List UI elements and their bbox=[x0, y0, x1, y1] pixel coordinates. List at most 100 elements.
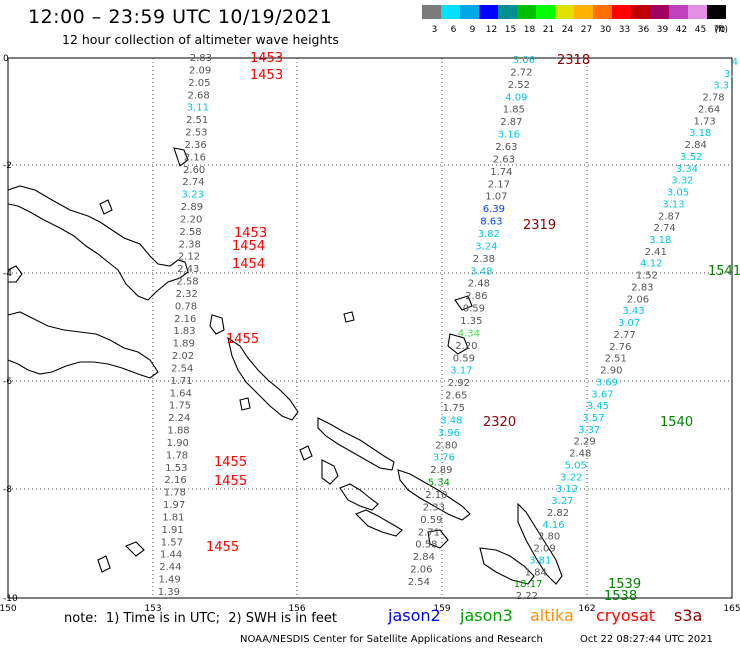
swh-value: 1.07 bbox=[485, 192, 507, 203]
swh-value: 2.48 bbox=[569, 449, 591, 460]
swh-value: 1.39 bbox=[158, 587, 180, 598]
swh-value: 1.71 bbox=[170, 376, 192, 387]
swh-value: 3.76 bbox=[433, 453, 455, 464]
swh-value: 3.27 bbox=[551, 496, 573, 507]
swh-value: 1.84 bbox=[525, 567, 547, 578]
swh-value: 1.52 bbox=[636, 271, 658, 282]
swh-value: 2.58 bbox=[176, 277, 198, 288]
swh-value: 2.83 bbox=[190, 53, 212, 64]
colorbar-swatch bbox=[631, 5, 650, 19]
swh-value: 3.17 bbox=[450, 366, 472, 377]
swh-value: 1.74 bbox=[490, 167, 512, 178]
swh-value: 2.38 bbox=[473, 254, 495, 265]
swh-value: 2.51 bbox=[605, 354, 627, 365]
swh-value: 2.32 bbox=[176, 289, 198, 300]
swh-value: 3.37 bbox=[578, 425, 600, 436]
pass-time-label: 1453 bbox=[250, 51, 283, 66]
swh-value: 3.22 bbox=[560, 472, 582, 483]
swh-value: 2.87 bbox=[500, 117, 522, 128]
pass-time-label: 1455 bbox=[206, 540, 239, 555]
swh-value: 3.45 bbox=[587, 401, 609, 412]
swh-value: 2.89 bbox=[430, 465, 452, 476]
lat-tick-label: 0 bbox=[3, 54, 9, 64]
credit-text: NOAA/NESDIS Center for Satellite Applica… bbox=[240, 634, 543, 645]
swh-value: 2.10 bbox=[425, 490, 447, 501]
colorbar-swatch bbox=[460, 5, 479, 19]
pass-time-label: 1453 bbox=[234, 226, 267, 241]
swh-value: 1.83 bbox=[173, 326, 195, 337]
colorbar-tick-label: 9 bbox=[470, 25, 476, 35]
swh-value: 3.23 bbox=[182, 190, 204, 201]
swh-value: 5.05 bbox=[565, 460, 587, 471]
swh-value: 3.69 bbox=[596, 377, 618, 388]
swh-value: 4.12 bbox=[640, 259, 662, 270]
colorbar-swatch bbox=[688, 5, 707, 19]
lon-tick-label: 162 bbox=[578, 604, 595, 614]
swh-value: 1.81 bbox=[162, 512, 184, 523]
swh-value: 2.89 bbox=[181, 202, 203, 213]
swh-value: 3.67 bbox=[591, 389, 613, 400]
colorbar-tick-label: 18 bbox=[524, 25, 536, 35]
swh-value: 3.12 bbox=[556, 484, 578, 495]
swh-value: 0.59 bbox=[420, 515, 442, 526]
pass-time-label: 1454 bbox=[232, 257, 265, 272]
colorbar-tick-label: 12 bbox=[486, 25, 497, 35]
swh-value: 2.74 bbox=[654, 223, 676, 234]
colorbar-swatch bbox=[707, 5, 726, 19]
swh-value: 1.57 bbox=[161, 537, 183, 548]
pass-time-labels: 1453145314531454145414551455145514552318… bbox=[206, 51, 740, 604]
swh-value: 2.60 bbox=[183, 165, 205, 176]
swh-value: 2.16 bbox=[164, 475, 186, 486]
pass-time-label: 2319 bbox=[523, 218, 556, 233]
swh-value: 3.43 bbox=[622, 306, 644, 317]
colorbar-swatch bbox=[441, 5, 460, 19]
pass-time-label: 1455 bbox=[214, 474, 247, 489]
swh-value: 3.16 bbox=[498, 130, 520, 141]
colorbar-swatch bbox=[669, 5, 688, 19]
legend-s3a: s3a bbox=[674, 606, 703, 625]
swh-value: 2.12 bbox=[178, 252, 200, 263]
swh-value: 1.78 bbox=[164, 488, 186, 499]
swh-value: 2.92 bbox=[448, 378, 470, 389]
swh-value: 2.17 bbox=[488, 179, 510, 190]
pass-time-label: 1455 bbox=[226, 332, 259, 347]
footer-note: note: 1) Time is in UTC; 2) SWH is in fe… bbox=[64, 611, 337, 626]
swh-value: 2.76 bbox=[609, 342, 631, 353]
swh-value: 2.16 bbox=[174, 314, 196, 325]
pass-time-label: 1455 bbox=[214, 455, 247, 470]
swh-value: 1.85 bbox=[503, 105, 525, 116]
swh-value: 3. bbox=[724, 69, 734, 80]
swh-value: 2.51 bbox=[186, 115, 208, 126]
colorbar-swatch bbox=[612, 5, 631, 19]
page-subtitle: 12 hour collection of altimeter wave hei… bbox=[62, 32, 339, 47]
swh-value: 4.09 bbox=[505, 92, 527, 103]
pass-time-label: 1538 bbox=[604, 589, 637, 604]
swh-value: 1.97 bbox=[163, 500, 185, 511]
swh-value: 3.34 bbox=[676, 164, 698, 175]
swh-value: 2.83 bbox=[631, 282, 653, 293]
colorbar-tick-label: 33 bbox=[619, 25, 630, 35]
pass-time-label: 2320 bbox=[483, 415, 516, 430]
swh-value: 0.59 bbox=[453, 353, 475, 364]
swh-value: 3.06 bbox=[513, 55, 535, 66]
lon-tick-label: 150 bbox=[0, 604, 17, 614]
swh-value: 1.64 bbox=[170, 388, 192, 399]
colorbar-tick-label: 15 bbox=[505, 25, 516, 35]
swh-value: 2.16 bbox=[184, 152, 206, 163]
swh-value: 2.54 bbox=[171, 363, 193, 374]
colorbar-swatch bbox=[517, 5, 536, 19]
swh-value: 2.06 bbox=[627, 294, 649, 305]
swh-value: 0.58 bbox=[415, 540, 437, 551]
swh-value: 3.18 bbox=[649, 235, 671, 246]
swh-value: 6.39 bbox=[483, 204, 505, 215]
swh-value: 2.09 bbox=[189, 65, 211, 76]
colorbar: 3 6 9 12 15 18 21 24 27 30 33 36 39 42 45 70(ft) bbox=[422, 5, 728, 35]
page-title: 12:00 – 23:59 UTC 10/19/2021 bbox=[28, 6, 333, 28]
generated-timestamp: Oct 22 08:27:44 UTC 2021 bbox=[580, 634, 713, 645]
graticule bbox=[8, 58, 732, 598]
altimeter-tracks: 2.832.092.052.683.112.512.532.362.162.60… bbox=[158, 53, 738, 602]
swh-value: 1.88 bbox=[167, 426, 189, 437]
legend-cryosat: cryosat bbox=[596, 606, 656, 625]
swh-value: 4.34 bbox=[458, 328, 480, 339]
